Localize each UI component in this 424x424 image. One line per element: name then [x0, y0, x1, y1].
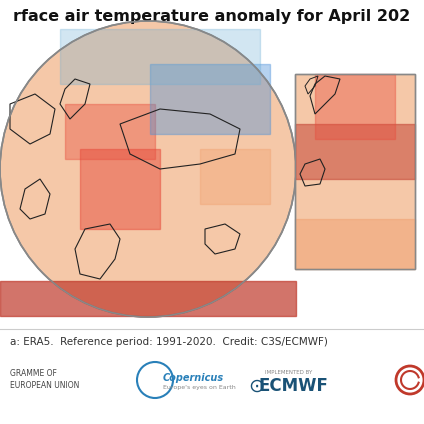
Bar	[150, 64, 270, 134]
Bar	[0, 281, 296, 316]
Ellipse shape	[0, 21, 296, 317]
Bar	[65, 104, 155, 159]
Bar	[295, 74, 415, 269]
Bar	[295, 219, 415, 269]
Text: GRAMME OF: GRAMME OF	[10, 369, 57, 379]
Bar	[295, 124, 415, 179]
Bar	[295, 74, 415, 269]
Bar	[200, 149, 270, 204]
Text: ECMWF: ECMWF	[258, 377, 328, 395]
Text: Europe's eyes on Earth: Europe's eyes on Earth	[163, 385, 236, 391]
Text: rface air temperature anomaly for April 202: rface air temperature anomaly for April …	[14, 8, 410, 23]
Bar	[315, 74, 395, 139]
Text: a: ERA5.  Reference period: 1991-2020.  Credit: C3S/ECMWF): a: ERA5. Reference period: 1991-2020. Cr…	[10, 337, 328, 347]
Text: IMPLEMENTED BY: IMPLEMENTED BY	[265, 369, 312, 374]
Bar	[80, 149, 160, 229]
Text: EUROPEAN UNION: EUROPEAN UNION	[10, 382, 79, 391]
Bar	[60, 29, 260, 84]
Text: ⊙: ⊙	[248, 377, 265, 396]
Text: Copernicus: Copernicus	[163, 373, 224, 383]
